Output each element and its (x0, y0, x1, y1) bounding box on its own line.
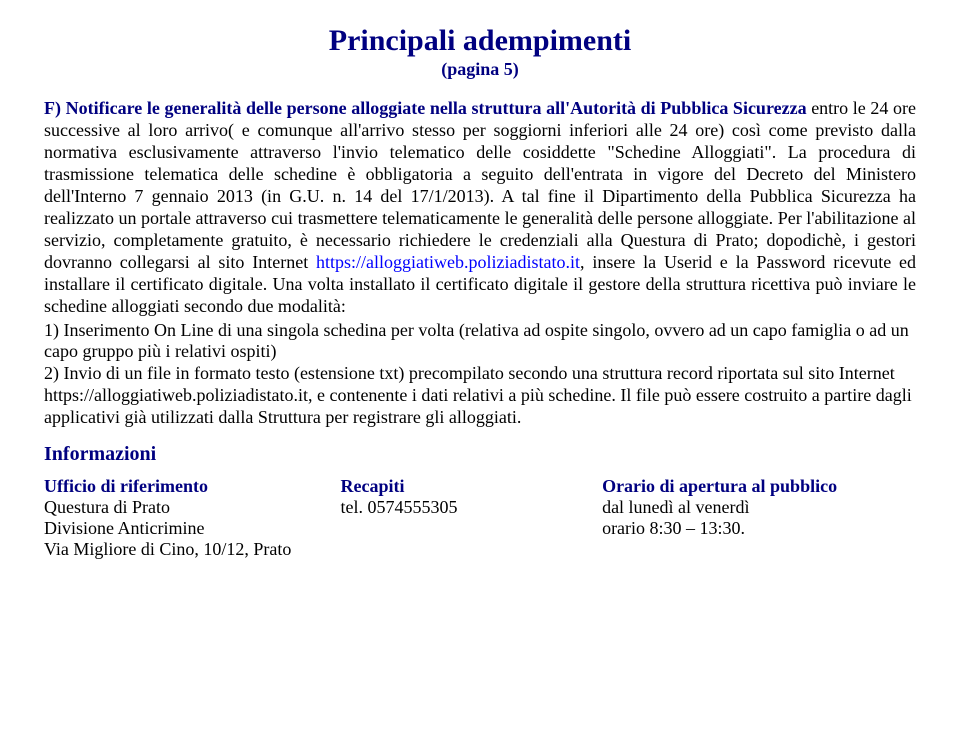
page-subtitle: (pagina 5) (44, 59, 916, 80)
contact-cell: tel. 0574555305 (340, 497, 602, 560)
office-line2: Divisione Anticrimine (44, 518, 334, 539)
hours-line1: dal lunedì al venerdì (602, 497, 910, 518)
office-cell: Questura di Prato Divisione Anticrimine … (44, 497, 340, 560)
body-paragraph: F) Notificare le generalità delle person… (44, 98, 916, 318)
contact-line: tel. 0574555305 (340, 497, 596, 518)
list-item-1: 1) Inserimento On Line di una singola sc… (44, 320, 916, 364)
lead-clause: F) Notificare le generalità delle person… (44, 98, 811, 118)
table-row: Questura di Prato Divisione Anticrimine … (44, 497, 916, 560)
page-title: Principali adempimenti (44, 24, 916, 57)
col-header-contacts: Recapiti (340, 476, 602, 497)
hours-cell: dal lunedì al venerdì orario 8:30 – 13:3… (602, 497, 916, 560)
list-item-2: 2) Invio di un file in formato testo (es… (44, 363, 916, 429)
info-heading: Informazioni (44, 443, 916, 466)
table-header-row: Ufficio di riferimento Recapiti Orario d… (44, 476, 916, 497)
document-page: Principali adempimenti (pagina 5) F) Not… (0, 0, 960, 584)
col-header-office: Ufficio di riferimento (44, 476, 340, 497)
body-p1: entro le 24 ore successive al loro arriv… (44, 98, 916, 272)
col-header-hours: Orario di apertura al pubblico (602, 476, 916, 497)
office-line3: Via Migliore di Cino, 10/12, Prato (44, 539, 334, 560)
office-line1: Questura di Prato (44, 497, 334, 518)
modalities-list: 1) Inserimento On Line di una singola sc… (44, 320, 916, 430)
portal-link[interactable]: https://alloggiatiweb.poliziadistato.it (316, 252, 580, 272)
info-table: Ufficio di riferimento Recapiti Orario d… (44, 476, 916, 560)
hours-line2: orario 8:30 – 13:30. (602, 518, 910, 539)
